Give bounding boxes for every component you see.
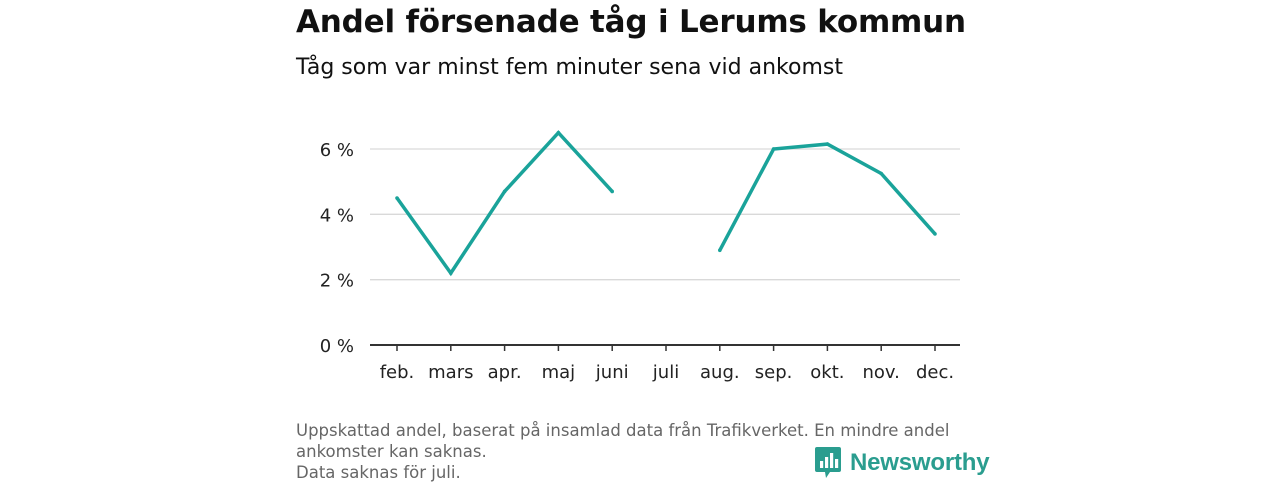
data-point-dec. — [933, 232, 937, 236]
x-tick-label: juni — [595, 362, 629, 383]
footnote-line-1: Uppskattad andel, baserat på insamlad da… — [296, 421, 950, 440]
x-tick-label: maj — [542, 362, 576, 383]
x-tick-label: feb. — [380, 362, 415, 383]
data-point-nov. — [879, 171, 883, 176]
x-tick-label: nov. — [862, 362, 899, 383]
x-tick-label: apr. — [488, 362, 522, 383]
brand-name: Newsworthy — [850, 449, 990, 476]
chart-title: Andel försenade tåg i Lerums kommun — [296, 4, 966, 40]
data-point-maj — [556, 130, 561, 135]
data-point-sep. — [771, 147, 776, 151]
data-point-apr. — [502, 189, 507, 194]
data-point-juni — [610, 189, 614, 194]
x-tick-label: sep. — [755, 362, 793, 383]
axes — [370, 344, 960, 351]
x-tick-label: juli — [652, 362, 679, 383]
chart-subtitle: Tåg som var minst fem minuter sena vid a… — [296, 55, 843, 80]
x-tick-label: mars — [428, 362, 473, 383]
grid-lines — [370, 148, 960, 281]
x-tick-label: okt. — [810, 362, 844, 383]
data-point-okt. — [825, 142, 830, 146]
y-tick-label: 2 % — [320, 271, 354, 292]
y-tick-label: 6 % — [320, 140, 354, 161]
data-point-aug. — [718, 248, 722, 253]
y-tick-label: 4 % — [320, 205, 354, 226]
data-point-feb. — [395, 196, 399, 200]
tick-labels: 0 % 2 % 4 % 6 % feb. mars apr. maj juni juli aug. s… — [320, 140, 954, 383]
footnote-line-3: Data saknas för juli. — [296, 463, 461, 482]
series-line-segment-0 — [395, 130, 614, 277]
newsworthy-logo: Newsworthy — [814, 446, 990, 480]
series-line-segment-1 — [718, 142, 937, 252]
y-tick-label: 0 % — [320, 336, 354, 357]
footnote-line-2: ankomster kan saknas. — [296, 442, 487, 461]
x-tick-label: aug. — [700, 362, 740, 383]
x-tick-label: dec. — [916, 362, 954, 383]
data-point-mars — [449, 271, 453, 275]
series — [395, 130, 937, 277]
footnote: Uppskattad andel, baserat på insamlad da… — [296, 420, 986, 483]
newsworthy-icon — [815, 447, 841, 478]
